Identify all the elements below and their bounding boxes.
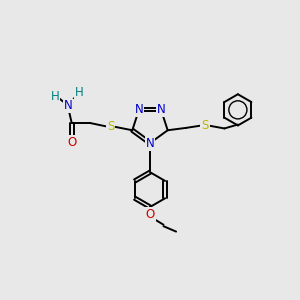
Text: O: O [67, 136, 76, 149]
Text: S: S [201, 119, 208, 132]
Text: H: H [50, 89, 59, 103]
Text: N: N [135, 103, 143, 116]
Text: H: H [75, 86, 84, 99]
Text: O: O [146, 208, 154, 221]
Text: N: N [146, 136, 154, 150]
Text: N: N [157, 103, 165, 116]
Text: S: S [107, 120, 114, 133]
Text: N: N [64, 99, 73, 112]
